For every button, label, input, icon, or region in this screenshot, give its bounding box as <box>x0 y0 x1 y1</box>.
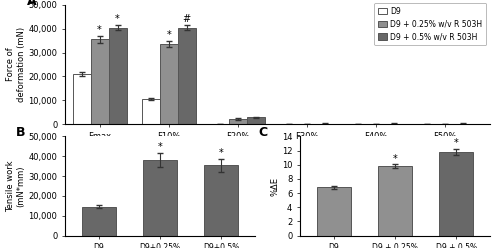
Bar <box>108 28 126 124</box>
Bar <box>378 166 412 236</box>
Bar <box>317 187 350 236</box>
Bar <box>160 44 178 124</box>
Text: B: B <box>16 126 25 139</box>
Text: A: A <box>27 0 36 8</box>
Text: *: * <box>219 148 224 158</box>
Bar <box>229 119 246 124</box>
Bar <box>72 74 90 124</box>
Text: C: C <box>258 126 268 139</box>
Text: *: * <box>97 25 102 35</box>
Bar <box>178 28 196 124</box>
Text: *: * <box>166 30 171 40</box>
Bar <box>90 39 108 124</box>
Bar <box>142 99 160 124</box>
Bar <box>440 152 473 236</box>
Bar <box>143 160 177 236</box>
Y-axis label: Force of
deformation (mN): Force of deformation (mN) <box>6 27 25 102</box>
Bar <box>204 165 238 236</box>
Text: *: * <box>115 14 120 24</box>
Y-axis label: %ΔE: %ΔE <box>270 177 279 195</box>
Text: #: # <box>182 14 190 24</box>
Bar <box>82 207 116 236</box>
Text: *: * <box>158 142 162 152</box>
Text: *: * <box>454 138 458 148</box>
Bar <box>246 117 264 124</box>
Legend: D9, D9 + 0.25% w/v R 503H, D9 + 0.5% w/v R 503H: D9, D9 + 0.25% w/v R 503H, D9 + 0.5% w/v… <box>374 3 486 45</box>
Text: *: * <box>392 154 398 163</box>
Y-axis label: Tensile work
(mN*mm): Tensile work (mN*mm) <box>6 160 25 212</box>
